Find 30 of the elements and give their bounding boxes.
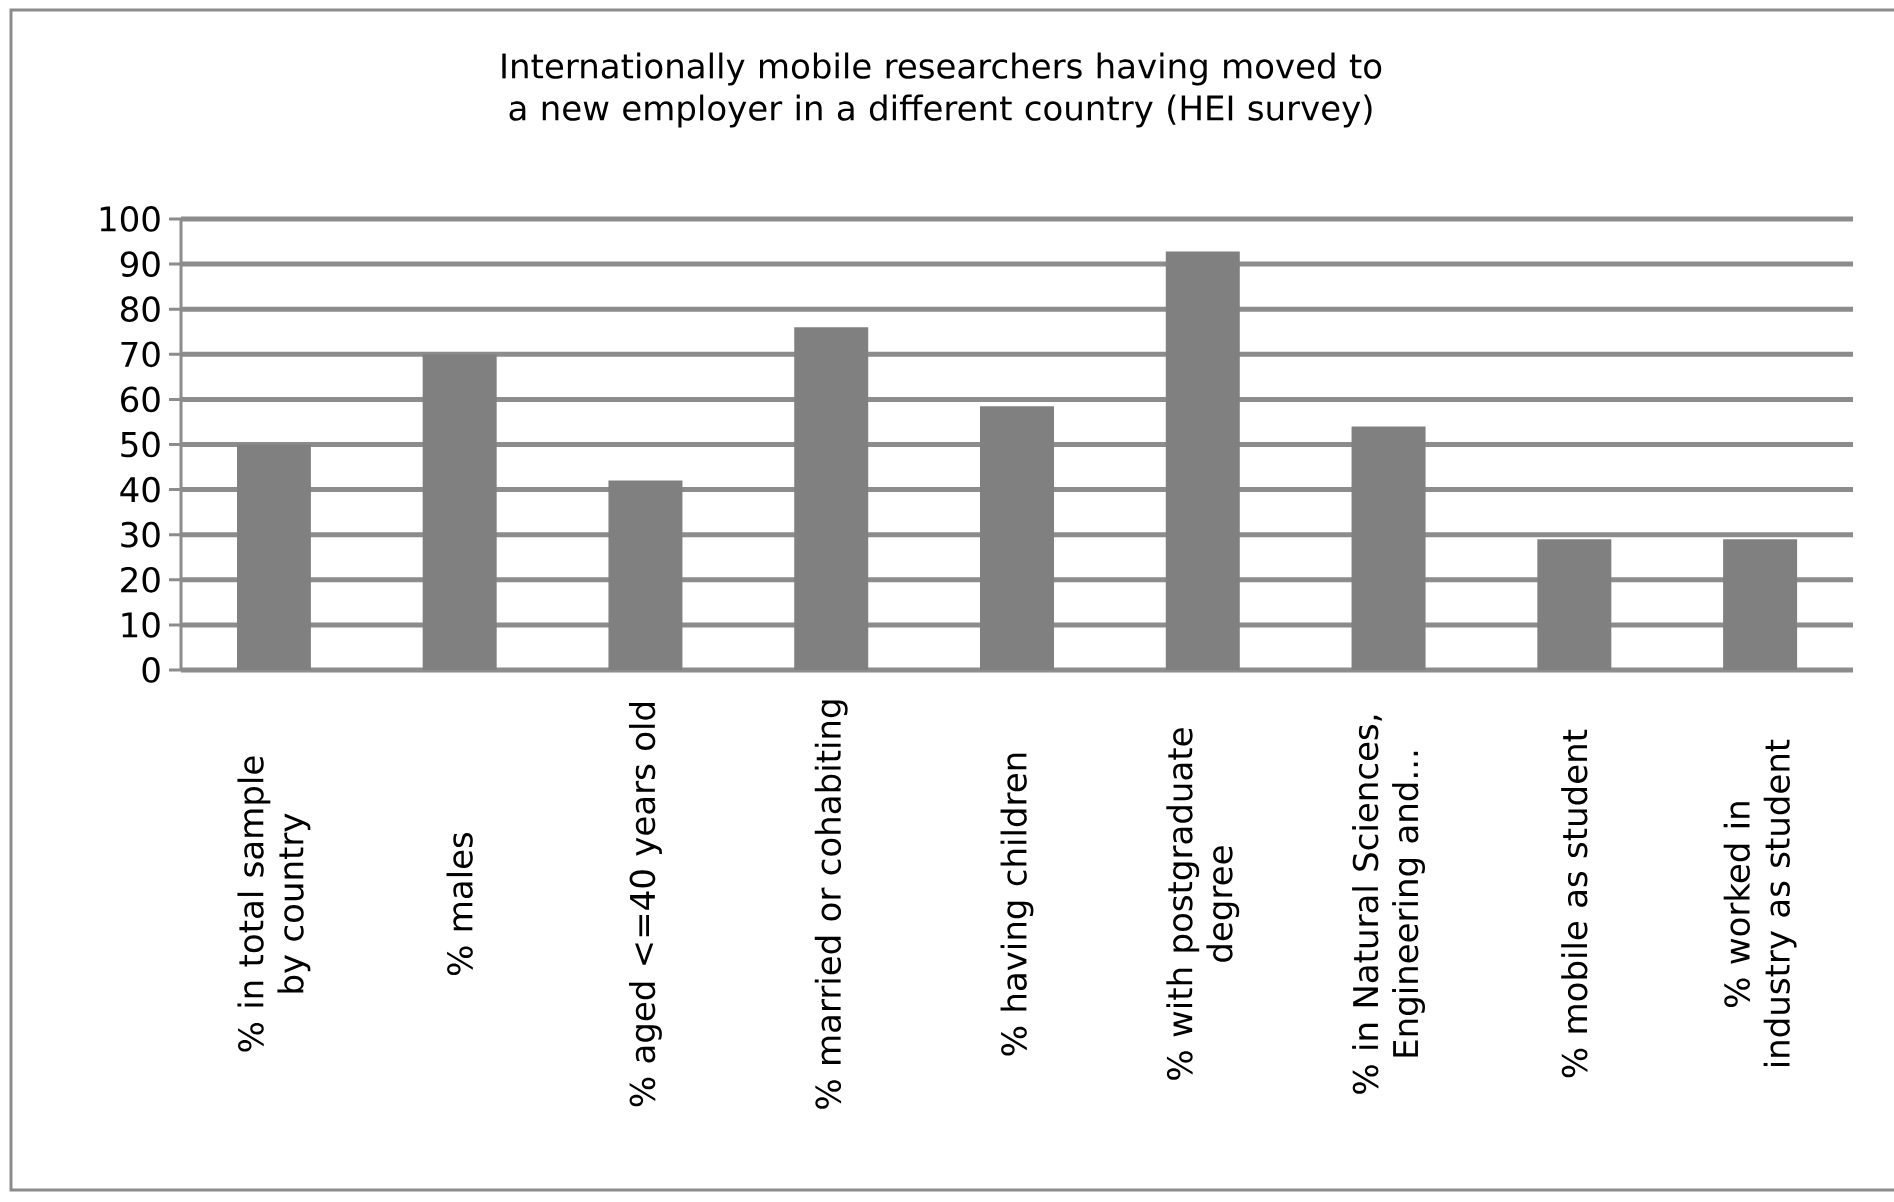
- bar: [608, 480, 683, 670]
- y-tick-label: 30: [121, 521, 160, 548]
- y-tick-label: 10: [122, 612, 160, 638]
- y-tick-label: 80: [121, 296, 160, 323]
- x-tick-label: % in Natural Sciences, Engineering and...: [1352, 715, 1425, 1094]
- bar: [422, 354, 497, 670]
- y-tick-label: 0: [142, 657, 160, 683]
- x-tick-label: % worked in industry as student: [1723, 739, 1797, 1067]
- bar: [1723, 539, 1798, 670]
- bar: [1165, 251, 1240, 670]
- x-tick-label: % with postgraduate degree: [1166, 728, 1240, 1080]
- y-tick-label: 100: [100, 206, 160, 232]
- x-tick-label: % married or cohabiting: [814, 700, 848, 1109]
- bar: [794, 327, 869, 670]
- x-tick-label: % aged <=40 years old: [628, 703, 662, 1107]
- x-tick-label: % mobile as student: [1561, 729, 1588, 1078]
- x-tick-label: % males: [446, 832, 473, 976]
- bar: [1537, 539, 1612, 670]
- y-tick-label: 90: [120, 251, 160, 277]
- y-tick-label: 40: [120, 476, 160, 503]
- chart-title: Internationally mobile researchers having moved to a new employer in a different country (HEI survey): [502, 52, 1382, 128]
- bar: [236, 444, 311, 670]
- y-tick-label: 60: [121, 386, 160, 413]
- bar: [1351, 426, 1426, 670]
- x-tick-label: % in total sample by country: [237, 756, 311, 1052]
- y-tick-label: 20: [121, 566, 160, 593]
- y-tick-label: 70: [121, 341, 160, 368]
- bar: [980, 406, 1054, 670]
- y-tick-label: 50: [121, 431, 160, 458]
- x-tick-label: % having children: [1000, 753, 1034, 1056]
